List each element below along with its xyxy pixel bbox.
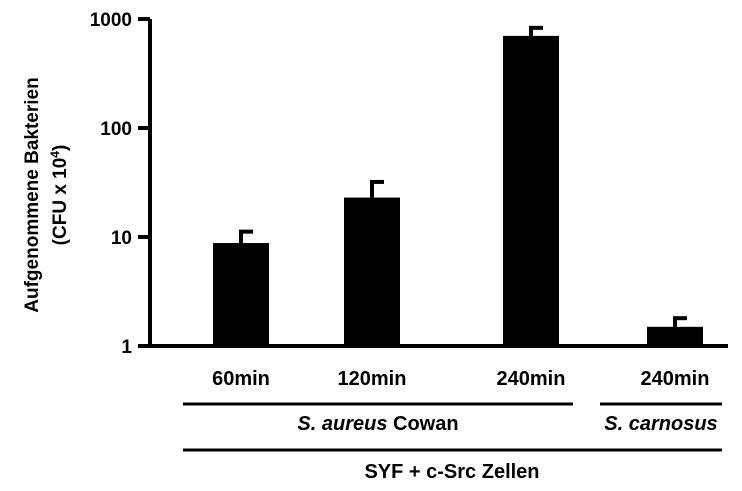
y-axis-unit: (CFU x 104)	[48, 145, 71, 246]
x-tick-label: 60min	[212, 368, 270, 390]
y-tick-label: 100	[100, 119, 132, 140]
x-tick-label: 240min	[641, 368, 710, 390]
bar	[647, 326, 703, 346]
group-label: S. carnosus	[604, 413, 717, 435]
group-label: S. aureus Cowan	[297, 413, 458, 435]
y-tick-label: 1	[121, 337, 132, 358]
y-tick-label: 1000	[90, 10, 132, 31]
x-tick-label: 240min	[497, 368, 566, 390]
bar	[344, 197, 400, 346]
y-axis-unit-exponent: 4	[48, 151, 62, 158]
supergroup-label: SYF + c-Src Zellen	[364, 461, 539, 483]
y-axis-title: Aufgenommene Bakterien	[22, 77, 43, 312]
bar	[213, 243, 269, 346]
x-tick-label: 120min	[338, 368, 407, 390]
bar	[503, 35, 559, 347]
y-tick-label: 10	[111, 228, 132, 249]
